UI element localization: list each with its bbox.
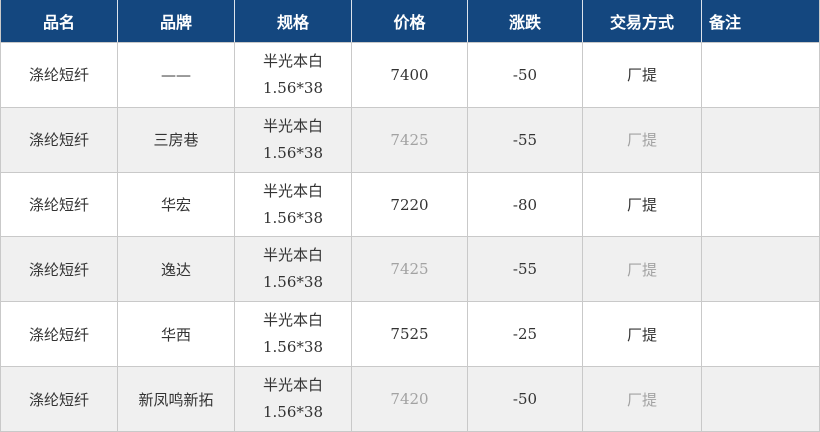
cell-spec: 半光本白 1.56*38 <box>235 367 352 431</box>
cell-note <box>702 108 819 172</box>
cell-product-name: 涤纶短纤 <box>1 107 118 172</box>
cell-spec: 半光本白 1.56*38 <box>235 302 352 367</box>
cell-price: 7220 <box>352 172 468 237</box>
cell-product-name: 涤纶短纤 <box>1 43 118 107</box>
cell-brand: —— <box>118 43 235 107</box>
cell-spec: 半光本白 1.56*38 <box>235 237 352 302</box>
cell-price: 7420 <box>352 367 468 431</box>
column-header-spec: 规格 <box>235 0 352 42</box>
cell-change: -80 <box>468 172 583 237</box>
cell-brand: 华西 <box>118 302 235 367</box>
column-header-product-name: 品名 <box>1 0 118 42</box>
cell-spec: 半光本白 1.56*38 <box>235 107 352 172</box>
cell-change: -50 <box>468 367 583 431</box>
column-header-change: 涨跌 <box>468 0 583 42</box>
spec-line-2: 1.56*38 <box>263 403 323 422</box>
cell-spec: 半光本白 1.56*38 <box>235 43 352 107</box>
cell-change: -55 <box>468 107 583 172</box>
cell-spec: 半光本白 1.56*38 <box>235 172 352 237</box>
column-header-note: 备注 <box>709 13 742 32</box>
cell-note <box>702 302 819 366</box>
table-row: 涤纶短纤 华西 半光本白 1.56*38 7525 -25 厂提 <box>1 302 819 368</box>
cell-trade-method: 厂提 <box>583 367 702 431</box>
cell-brand: 新凤鸣新拓 <box>118 367 235 431</box>
spec-line-2: 1.56*38 <box>263 78 323 97</box>
table-row: 涤纶短纤 三房巷 半光本白 1.56*38 7425 -55 厂提 <box>1 107 819 173</box>
column-header-trade-method: 交易方式 <box>583 0 702 42</box>
table-row: 涤纶短纤 华宏 半光本白 1.56*38 7220 -80 厂提 <box>1 172 819 238</box>
spec-line-2: 1.56*38 <box>263 338 323 357</box>
cell-trade-method: 厂提 <box>583 172 702 237</box>
column-header-brand: 品牌 <box>118 0 235 42</box>
spec-line-1: 半光本白 <box>262 116 323 135</box>
cell-change: -50 <box>468 43 583 107</box>
cell-note <box>702 367 819 431</box>
cell-brand: 华宏 <box>118 172 235 237</box>
table-row: 涤纶短纤 新凤鸣新拓 半光本白 1.56*38 7420 -50 厂提 <box>1 367 819 432</box>
spec-line-1: 半光本白 <box>262 51 323 70</box>
cell-price: 7425 <box>352 237 468 302</box>
cell-note <box>702 43 819 107</box>
cell-product-name: 涤纶短纤 <box>1 302 118 367</box>
table-body: 涤纶短纤 —— 半光本白 1.56*38 7400 -50 厂提 涤纶短纤 三房… <box>1 43 819 432</box>
spec-line-1: 半光本白 <box>262 311 323 330</box>
cell-note <box>702 237 819 301</box>
table-header-row: 品名 品牌 规格 价格 涨跌 交易方式 备注 <box>1 0 819 43</box>
cell-brand: 逸达 <box>118 237 235 302</box>
spec-line-1: 半光本白 <box>262 376 323 395</box>
cell-trade-method: 厂提 <box>583 107 702 172</box>
cell-product-name: 涤纶短纤 <box>1 367 118 431</box>
spec-line-2: 1.56*38 <box>263 273 323 292</box>
cell-trade-method: 厂提 <box>583 302 702 367</box>
cell-product-name: 涤纶短纤 <box>1 172 118 237</box>
cell-change: -25 <box>468 302 583 367</box>
spec-line-2: 1.56*38 <box>263 208 323 227</box>
table-row: 涤纶短纤 —— 半光本白 1.56*38 7400 -50 厂提 <box>1 43 819 108</box>
cell-trade-method: 厂提 <box>583 43 702 107</box>
spec-line-1: 半光本白 <box>262 181 323 200</box>
spec-line-2: 1.56*38 <box>263 143 323 162</box>
cell-note <box>702 173 819 237</box>
cell-product-name: 涤纶短纤 <box>1 237 118 302</box>
cell-price: 7525 <box>352 302 468 367</box>
spec-line-1: 半光本白 <box>262 246 323 265</box>
cell-price: 7400 <box>352 43 468 107</box>
cell-change: -55 <box>468 237 583 302</box>
table-row: 涤纶短纤 逸达 半光本白 1.56*38 7425 -55 厂提 <box>1 237 819 303</box>
column-header-price: 价格 <box>352 0 468 42</box>
cell-brand: 三房巷 <box>118 107 235 172</box>
cell-price: 7425 <box>352 107 468 172</box>
cell-trade-method: 厂提 <box>583 237 702 302</box>
